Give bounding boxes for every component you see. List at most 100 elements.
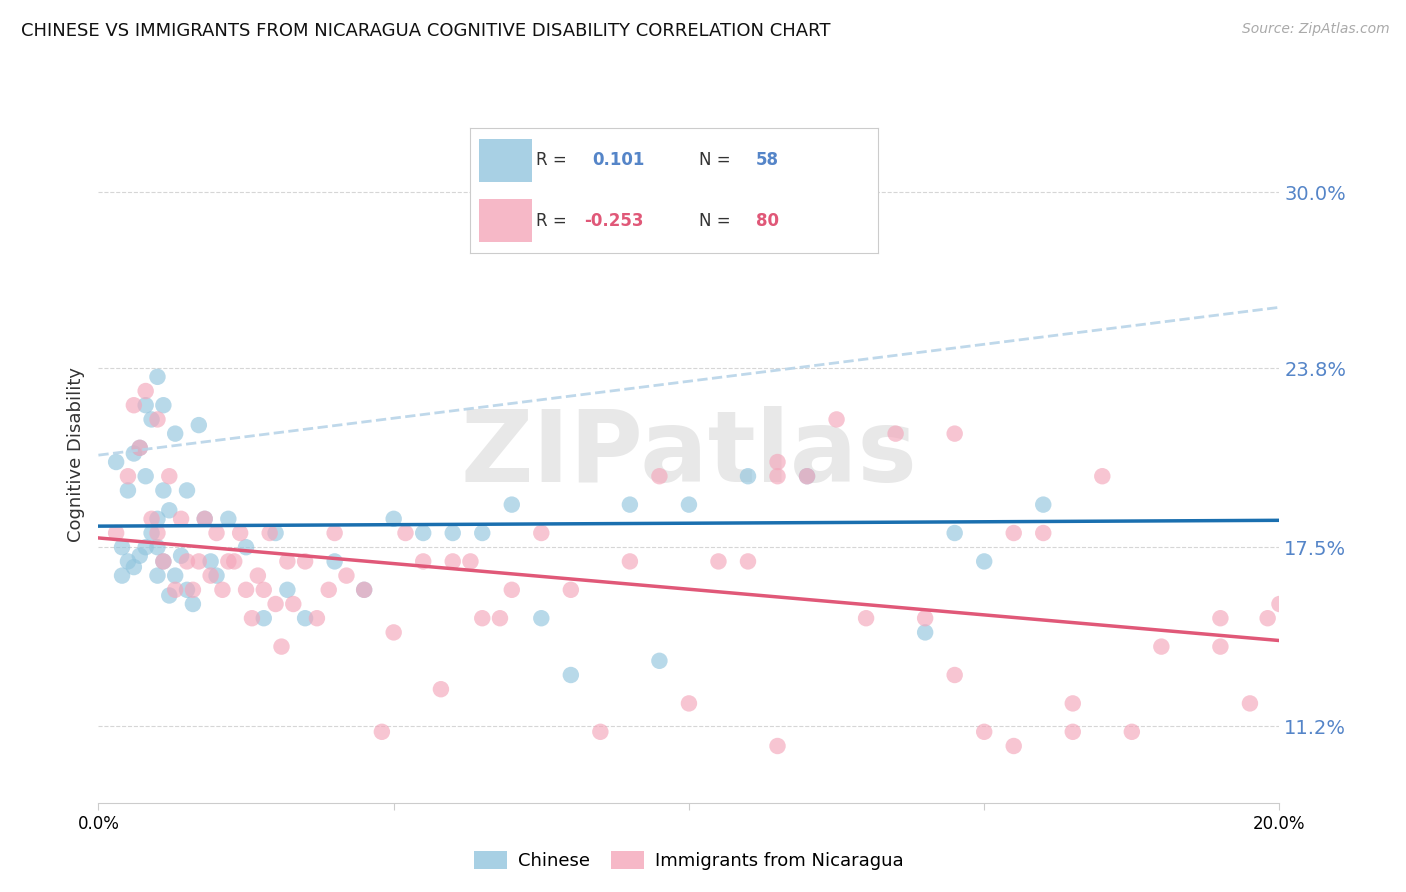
Point — [276, 582, 298, 597]
Point — [240, 611, 263, 625]
Point — [766, 469, 789, 483]
Point — [353, 582, 375, 597]
Point — [194, 512, 217, 526]
Point — [737, 554, 759, 568]
Point — [1002, 526, 1025, 541]
Point — [530, 526, 553, 541]
Point — [471, 526, 494, 541]
Point — [246, 568, 269, 582]
Point — [283, 597, 305, 611]
Point — [294, 611, 316, 625]
Point — [1002, 739, 1025, 753]
Point — [152, 554, 174, 568]
Point — [141, 412, 163, 426]
Point — [382, 512, 405, 526]
Point — [146, 540, 169, 554]
Point — [1209, 611, 1232, 625]
Point — [205, 526, 228, 541]
Point — [471, 611, 494, 625]
Point — [973, 724, 995, 739]
Point — [111, 568, 134, 582]
Point — [146, 526, 169, 541]
Point — [441, 554, 464, 568]
Point — [648, 654, 671, 668]
Legend: Chinese, Immigrants from Nicaragua: Chinese, Immigrants from Nicaragua — [467, 844, 911, 877]
Point — [135, 384, 157, 398]
Text: ZIPatlas: ZIPatlas — [461, 407, 917, 503]
Point — [1239, 697, 1261, 711]
Point — [176, 483, 198, 498]
Point — [1257, 611, 1279, 625]
Point — [146, 412, 169, 426]
Point — [235, 582, 257, 597]
Point — [943, 526, 966, 541]
Point — [200, 554, 222, 568]
Point — [157, 589, 180, 603]
Point — [217, 554, 239, 568]
Point — [530, 611, 553, 625]
Point — [117, 483, 139, 498]
Point — [825, 412, 848, 426]
Point — [914, 611, 936, 625]
Point — [176, 554, 198, 568]
Point — [146, 512, 169, 526]
Point — [200, 568, 222, 582]
Point — [678, 697, 700, 711]
Point — [135, 398, 157, 412]
Point — [181, 582, 204, 597]
Point — [217, 512, 239, 526]
Text: CHINESE VS IMMIGRANTS FROM NICARAGUA COGNITIVE DISABILITY CORRELATION CHART: CHINESE VS IMMIGRANTS FROM NICARAGUA COG… — [21, 22, 831, 40]
Point — [1121, 724, 1143, 739]
Point — [170, 549, 193, 563]
Point — [318, 582, 340, 597]
Point — [194, 512, 217, 526]
Point — [914, 625, 936, 640]
Point — [117, 469, 139, 483]
Point — [1032, 526, 1054, 541]
Point — [943, 426, 966, 441]
Point — [165, 426, 187, 441]
Point — [1268, 597, 1291, 611]
Point — [855, 143, 877, 157]
Point — [1150, 640, 1173, 654]
Point — [270, 640, 292, 654]
Point — [264, 597, 287, 611]
Point — [394, 526, 416, 541]
Point — [165, 582, 187, 597]
Point — [1209, 640, 1232, 654]
Point — [430, 682, 453, 697]
Point — [157, 503, 180, 517]
Point — [305, 611, 328, 625]
Point — [737, 469, 759, 483]
Point — [211, 582, 233, 597]
Point — [135, 469, 157, 483]
Point — [105, 526, 128, 541]
Point — [181, 597, 204, 611]
Point — [589, 724, 612, 739]
Point — [152, 483, 174, 498]
Point — [1062, 697, 1084, 711]
Point — [501, 498, 523, 512]
Point — [205, 568, 228, 582]
Point — [766, 739, 789, 753]
Point — [111, 540, 134, 554]
Point — [766, 455, 789, 469]
Point — [276, 554, 298, 568]
Point — [135, 540, 157, 554]
Point — [165, 568, 187, 582]
Point — [678, 498, 700, 512]
Point — [122, 446, 145, 460]
Point — [146, 369, 169, 384]
Point — [128, 441, 150, 455]
Point — [796, 469, 818, 483]
Point — [943, 668, 966, 682]
Point — [707, 554, 730, 568]
Point — [501, 582, 523, 597]
Point — [253, 611, 276, 625]
Point — [619, 554, 641, 568]
Point — [460, 554, 482, 568]
Point — [128, 549, 150, 563]
Point — [855, 611, 877, 625]
Point — [224, 554, 246, 568]
Point — [105, 455, 128, 469]
